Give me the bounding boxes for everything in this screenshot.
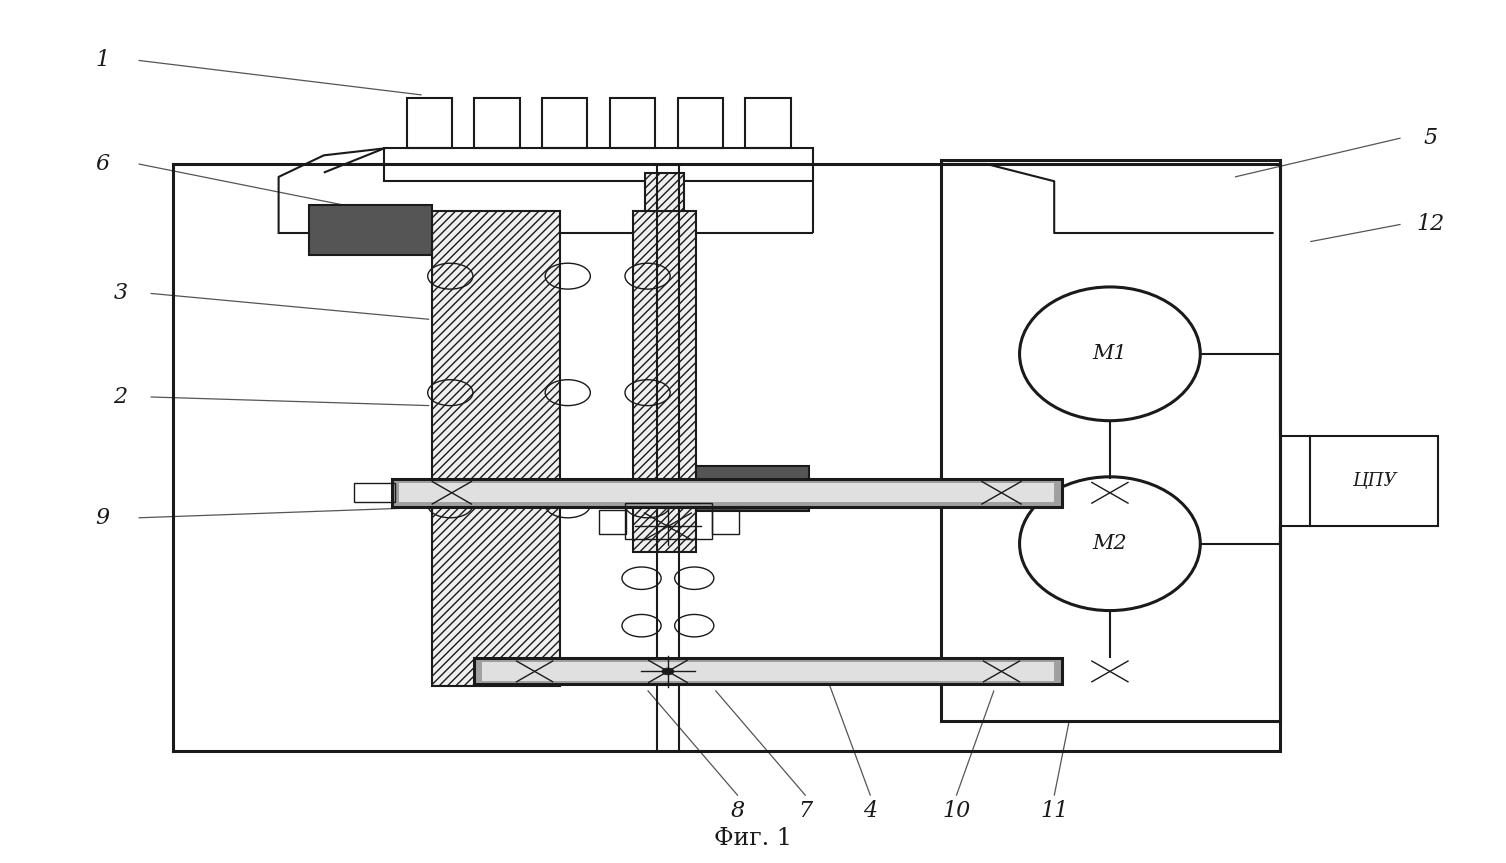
Bar bbox=[745, 98, 791, 148]
Circle shape bbox=[663, 668, 675, 675]
Text: M2: M2 bbox=[1093, 534, 1126, 553]
Text: 5: 5 bbox=[1423, 127, 1438, 149]
Bar bbox=[474, 98, 520, 148]
Bar bbox=[542, 98, 587, 148]
Bar bbox=[941, 160, 1280, 721]
Bar bbox=[407, 98, 452, 148]
Bar bbox=[474, 658, 1062, 684]
Bar bbox=[625, 503, 712, 539]
Bar bbox=[678, 98, 723, 148]
Bar bbox=[309, 205, 432, 255]
Bar bbox=[482, 662, 1054, 681]
Bar bbox=[599, 510, 626, 534]
Text: M1: M1 bbox=[1093, 344, 1126, 363]
Text: ЦПУ: ЦПУ bbox=[1352, 472, 1396, 490]
Text: 8: 8 bbox=[730, 800, 745, 822]
Bar bbox=[633, 211, 696, 552]
Text: Фиг. 1: Фиг. 1 bbox=[714, 828, 792, 850]
Bar bbox=[1310, 436, 1438, 526]
Text: 10: 10 bbox=[943, 800, 970, 822]
Text: 9: 9 bbox=[95, 507, 110, 529]
Bar bbox=[712, 510, 739, 534]
Bar bbox=[645, 173, 684, 211]
Bar bbox=[384, 148, 813, 181]
Text: 2: 2 bbox=[113, 386, 128, 408]
Text: 7: 7 bbox=[798, 800, 813, 822]
Bar bbox=[392, 479, 1062, 507]
Bar bbox=[432, 211, 560, 686]
Bar bbox=[354, 483, 395, 502]
Text: 11: 11 bbox=[1041, 800, 1068, 822]
Bar bbox=[610, 98, 655, 148]
Text: 6: 6 bbox=[95, 153, 110, 175]
Bar bbox=[399, 483, 1054, 502]
Text: 12: 12 bbox=[1417, 213, 1444, 236]
Bar bbox=[696, 466, 809, 511]
Text: 1: 1 bbox=[95, 49, 110, 72]
Text: 4: 4 bbox=[863, 800, 878, 822]
Bar bbox=[173, 164, 1280, 751]
Text: 3: 3 bbox=[113, 282, 128, 305]
